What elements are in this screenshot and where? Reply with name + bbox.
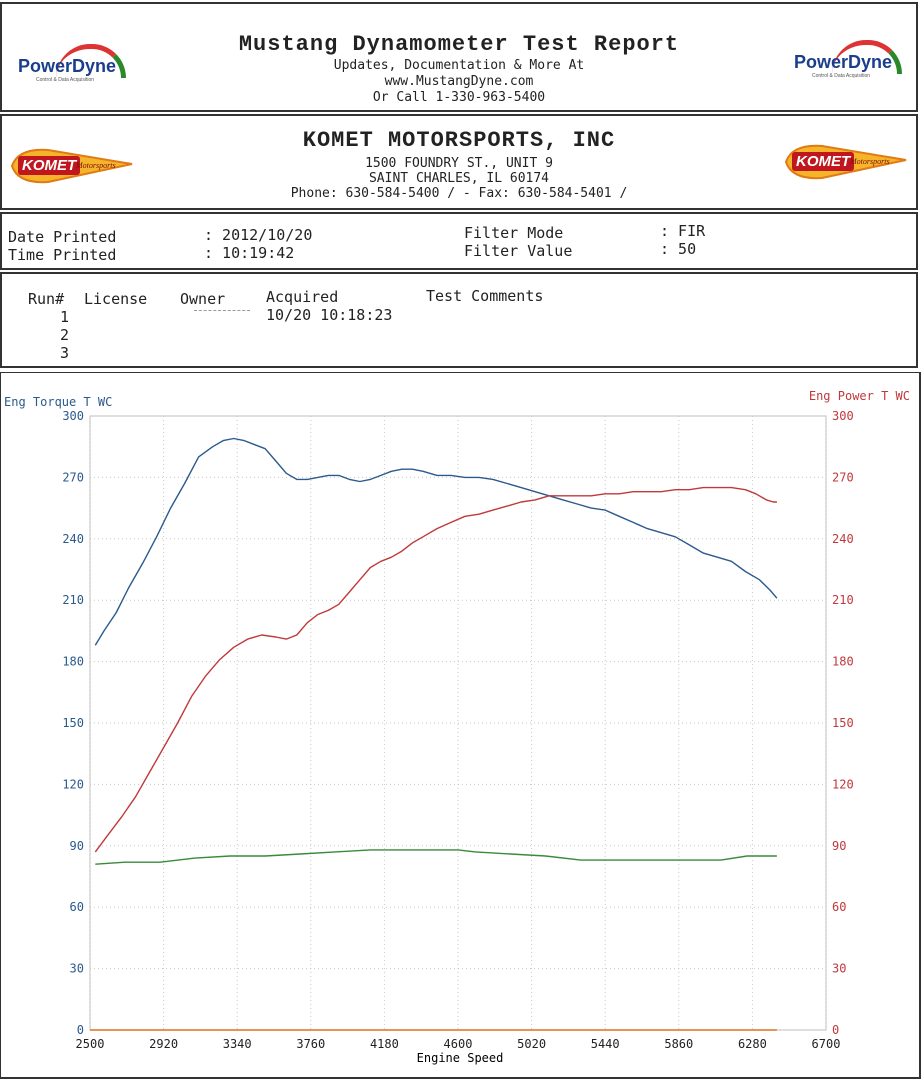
filter-mode-value: : FIR <box>660 222 706 240</box>
run-number: 3 <box>60 344 70 362</box>
series-line-2 <box>95 849 777 865</box>
right-tick-label: 240 <box>832 532 854 546</box>
left-tick-label: 300 <box>62 409 84 423</box>
x-tick-label: 2920 <box>149 1037 178 1051</box>
x-tick-label: 5440 <box>591 1037 620 1051</box>
col-test-comments: Test Comments <box>426 287 544 305</box>
left-tick-label: 240 <box>62 532 84 546</box>
left-tick-label: 30 <box>70 962 84 976</box>
shop-phone: Phone: 630-584-5400 / - Fax: 630-584-540… <box>290 186 628 201</box>
right-axis-label: Eng Power T WC <box>809 389 910 403</box>
header-line-3: Or Call 1-330-963-5400 <box>372 90 546 105</box>
right-tick-label: 60 <box>832 900 846 914</box>
left-tick-label: 60 <box>70 900 84 914</box>
right-tick-label: 210 <box>832 593 854 607</box>
time-printed-label: Time Printed <box>8 246 117 264</box>
chart-frame <box>0 372 921 1079</box>
runs-table: Run# License Owner Acquired Test Comment… <box>0 272 918 368</box>
date-printed-value: : 2012/10/20 <box>204 226 313 244</box>
x-tick-label: 5020 <box>517 1037 546 1051</box>
right-tick-label: 150 <box>832 716 854 730</box>
x-tick-label: 4600 <box>444 1037 473 1051</box>
x-tick-label: 5860 <box>664 1037 693 1051</box>
col-run: Run# <box>28 290 65 308</box>
header-line-2: www.MustangDyne.com <box>384 74 534 89</box>
owner-redaction <box>194 310 250 311</box>
powerdyne-logo-left: PowerDyne Control & Data Acquisition <box>10 44 130 86</box>
right-tick-label: 90 <box>832 839 846 853</box>
left-tick-label: 90 <box>70 839 84 853</box>
left-tick-label: 210 <box>62 593 84 607</box>
left-tick-label: 120 <box>62 777 84 791</box>
shop-name: KOMET MOTORSPORTS, INC <box>302 128 616 153</box>
run-number: 1 <box>60 308 70 326</box>
shop-header: KOMET Motorsports KOMET MOTORSPORTS, INC… <box>0 114 918 210</box>
x-tick-label: 6700 <box>812 1037 841 1051</box>
dyno-chart: Eng Torque T WC Eng Power T WC Engine Sp… <box>0 372 921 1079</box>
komet-logo-right: KOMET Motorsports <box>782 140 910 184</box>
col-owner: Owner <box>180 290 226 308</box>
filter-value-value: : 50 <box>660 240 697 258</box>
left-tick-label: 0 <box>77 1023 84 1037</box>
series-line-1 <box>94 486 777 853</box>
x-tick-label: 2500 <box>76 1037 105 1051</box>
filter-value-label: Filter Value <box>464 242 573 260</box>
left-axis-label: Eng Torque T WC <box>4 395 112 409</box>
right-tick-label: 120 <box>832 777 854 791</box>
x-tick-label: 6280 <box>738 1037 767 1051</box>
x-axis-label: Engine Speed <box>417 1051 504 1065</box>
print-info: Date Printed : 2012/10/20 Time Printed :… <box>0 212 918 270</box>
right-tick-label: 0 <box>832 1023 839 1037</box>
shop-address-1: 1500 FOUNDRY ST., UNIT 9 <box>365 156 553 171</box>
col-acquired: Acquired <box>266 288 339 306</box>
powerdyne-logo-right: PowerDyne Control & Data Acquisition <box>786 40 906 82</box>
shop-address-2: SAINT CHARLES, IL 60174 <box>368 171 549 186</box>
col-license: License <box>84 290 148 308</box>
report-title: Mustang Dynamometer Test Report <box>238 32 680 57</box>
komet-logo-left: KOMET Motorsports <box>8 144 136 188</box>
header-line-1: Updates, Documentation & More At <box>333 58 585 73</box>
right-tick-label: 300 <box>832 409 854 423</box>
date-printed-label: Date Printed <box>8 228 117 246</box>
left-tick-label: 270 <box>62 470 84 484</box>
left-tick-label: 150 <box>62 716 84 730</box>
series-line-0 <box>94 437 778 646</box>
x-tick-label: 4180 <box>370 1037 399 1051</box>
right-tick-label: 30 <box>832 962 846 976</box>
x-tick-label: 3760 <box>296 1037 325 1051</box>
right-tick-label: 270 <box>832 470 854 484</box>
x-tick-label: 3340 <box>223 1037 252 1051</box>
time-printed-value: : 10:19:42 <box>204 244 295 262</box>
run-acquired: 10/20 10:18:23 <box>266 306 393 324</box>
left-tick-label: 180 <box>62 655 84 669</box>
filter-mode-label: Filter Mode <box>464 224 564 242</box>
right-tick-label: 180 <box>832 655 854 669</box>
report-header: PowerDyne Control & Data Acquisition Mus… <box>0 2 918 112</box>
run-number: 2 <box>60 326 70 344</box>
